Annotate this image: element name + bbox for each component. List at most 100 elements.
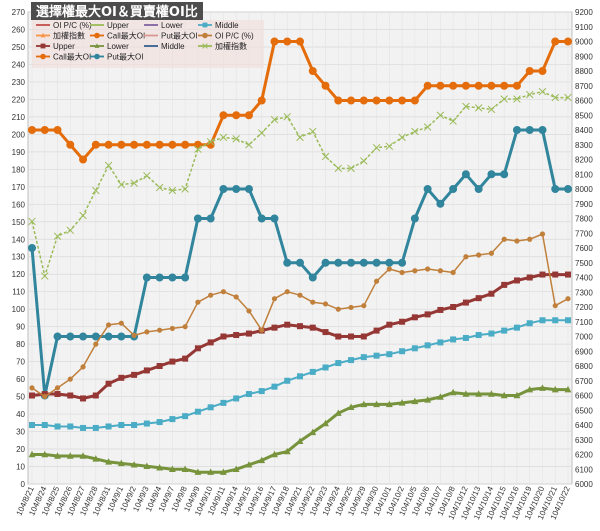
legend-label: Upper bbox=[107, 21, 129, 30]
series-2-point bbox=[385, 142, 394, 150]
series-4-point bbox=[284, 377, 291, 384]
series-2-point bbox=[538, 87, 547, 96]
series-1-point bbox=[385, 258, 394, 267]
series-5-point bbox=[564, 385, 572, 393]
series-3 bbox=[29, 271, 571, 402]
series-6-point bbox=[233, 294, 239, 300]
y-right-tick-label: 8500 bbox=[575, 111, 593, 120]
series-1-point bbox=[168, 273, 177, 282]
series-4-point bbox=[450, 336, 457, 343]
y-right-tick-label: 9000 bbox=[575, 38, 593, 47]
series-2-point bbox=[130, 179, 138, 187]
series-0-point bbox=[449, 81, 458, 90]
series-1-point bbox=[372, 258, 381, 267]
series-2-point bbox=[436, 111, 445, 120]
series-4-point bbox=[80, 424, 87, 431]
y-right-tick-label: 7800 bbox=[575, 215, 593, 224]
series-5-point bbox=[296, 437, 304, 444]
series-0-point bbox=[181, 140, 190, 149]
series-0-point bbox=[551, 37, 560, 46]
series-2-point bbox=[155, 183, 164, 192]
series-0 bbox=[27, 37, 573, 164]
series-0-point bbox=[27, 126, 36, 135]
series-2-point bbox=[321, 152, 330, 161]
legend-item: Middle bbox=[144, 42, 185, 51]
series-6-point bbox=[450, 269, 456, 276]
series-5-point bbox=[168, 465, 176, 472]
series-3-point bbox=[80, 395, 87, 402]
chart-title-group: 選擇權最大OI＆買賣權OI比 bbox=[31, 2, 203, 20]
series-4-point bbox=[386, 351, 393, 358]
series-1-point bbox=[257, 214, 266, 223]
y-left-tick-label: 230 bbox=[12, 78, 26, 87]
series-0-point bbox=[104, 140, 113, 149]
legend-label: Middle bbox=[215, 21, 239, 30]
series-0-point bbox=[538, 67, 547, 76]
series-0-point bbox=[130, 140, 139, 149]
y-left-tick-label: 160 bbox=[12, 200, 26, 209]
series-5-point bbox=[105, 458, 112, 465]
legend-marker bbox=[202, 22, 208, 28]
y-right-tick-label: 8200 bbox=[575, 156, 593, 165]
series-1-point bbox=[359, 258, 368, 267]
series-0-point bbox=[385, 96, 394, 105]
series-3-point bbox=[488, 290, 495, 297]
series-5-point bbox=[347, 403, 355, 411]
legend-item: 加權指數 bbox=[198, 41, 247, 51]
series-6-point bbox=[437, 268, 443, 274]
series-2-point bbox=[334, 164, 343, 173]
y-right-tick-label: 6500 bbox=[575, 406, 593, 415]
chart-title-background bbox=[31, 2, 203, 20]
y-left-tick-label: 270 bbox=[12, 8, 26, 17]
series-0-point bbox=[168, 140, 177, 149]
series-2-point bbox=[474, 104, 483, 112]
series-1-point bbox=[27, 243, 36, 252]
series-6-point bbox=[322, 301, 329, 307]
series-6-point bbox=[80, 364, 86, 370]
series-4-point bbox=[207, 404, 214, 411]
y-right-tick-label: 6300 bbox=[575, 436, 593, 445]
legend-marker bbox=[40, 43, 46, 49]
series-5-point bbox=[194, 468, 202, 475]
series-1-point bbox=[53, 332, 62, 341]
series-1-point bbox=[244, 184, 253, 193]
legend-label: Put最大OI bbox=[107, 52, 143, 62]
series-5-point bbox=[488, 390, 495, 397]
series-2-point bbox=[360, 157, 368, 165]
y-right-tick-label: 6600 bbox=[575, 392, 593, 401]
series-4-point bbox=[322, 364, 329, 371]
y-left-tick-label: 90 bbox=[16, 323, 25, 332]
series-6-point bbox=[93, 341, 99, 347]
series-4-point bbox=[118, 422, 125, 428]
series-6-point bbox=[29, 385, 35, 391]
legend: OI P/C (%) Upper Lower Middle 加權指數 Call最大OI Pu… bbox=[32, 20, 264, 68]
series-6-point bbox=[412, 268, 418, 274]
series-5-point bbox=[41, 450, 49, 458]
series-4 bbox=[29, 317, 571, 431]
series-3-point bbox=[67, 392, 74, 399]
series-4-point bbox=[297, 373, 303, 380]
series-4-point bbox=[92, 424, 99, 431]
series-5-point bbox=[54, 452, 61, 459]
legend-marker bbox=[94, 53, 100, 60]
legend-item: OI P/C (%) bbox=[198, 32, 254, 41]
legend-label: OI P/C (%) bbox=[53, 21, 92, 30]
y-right-tick-label: 8100 bbox=[575, 170, 593, 179]
y-right-tick-label: 7700 bbox=[575, 229, 593, 238]
series-4-point bbox=[105, 423, 112, 430]
series-3-point bbox=[245, 330, 252, 337]
y-right-tick-label: 7400 bbox=[575, 274, 593, 283]
series-6-point bbox=[514, 238, 520, 244]
series-1-point bbox=[142, 273, 151, 282]
series-3-point bbox=[207, 339, 214, 346]
series-2-point bbox=[309, 127, 317, 136]
series-6-point bbox=[195, 299, 201, 305]
series-5-point bbox=[449, 388, 457, 396]
series-3-point bbox=[271, 324, 278, 331]
series-3-point bbox=[29, 392, 35, 399]
y-right-tick-label: 7500 bbox=[575, 259, 593, 268]
series-1-point bbox=[155, 273, 164, 282]
series-0-point bbox=[564, 37, 573, 46]
y-axis-left: 0 10 20 30 40 50 60 70 80 90 100 110 120 130 140 150 160… bbox=[12, 8, 26, 489]
series-1-point bbox=[525, 126, 534, 135]
